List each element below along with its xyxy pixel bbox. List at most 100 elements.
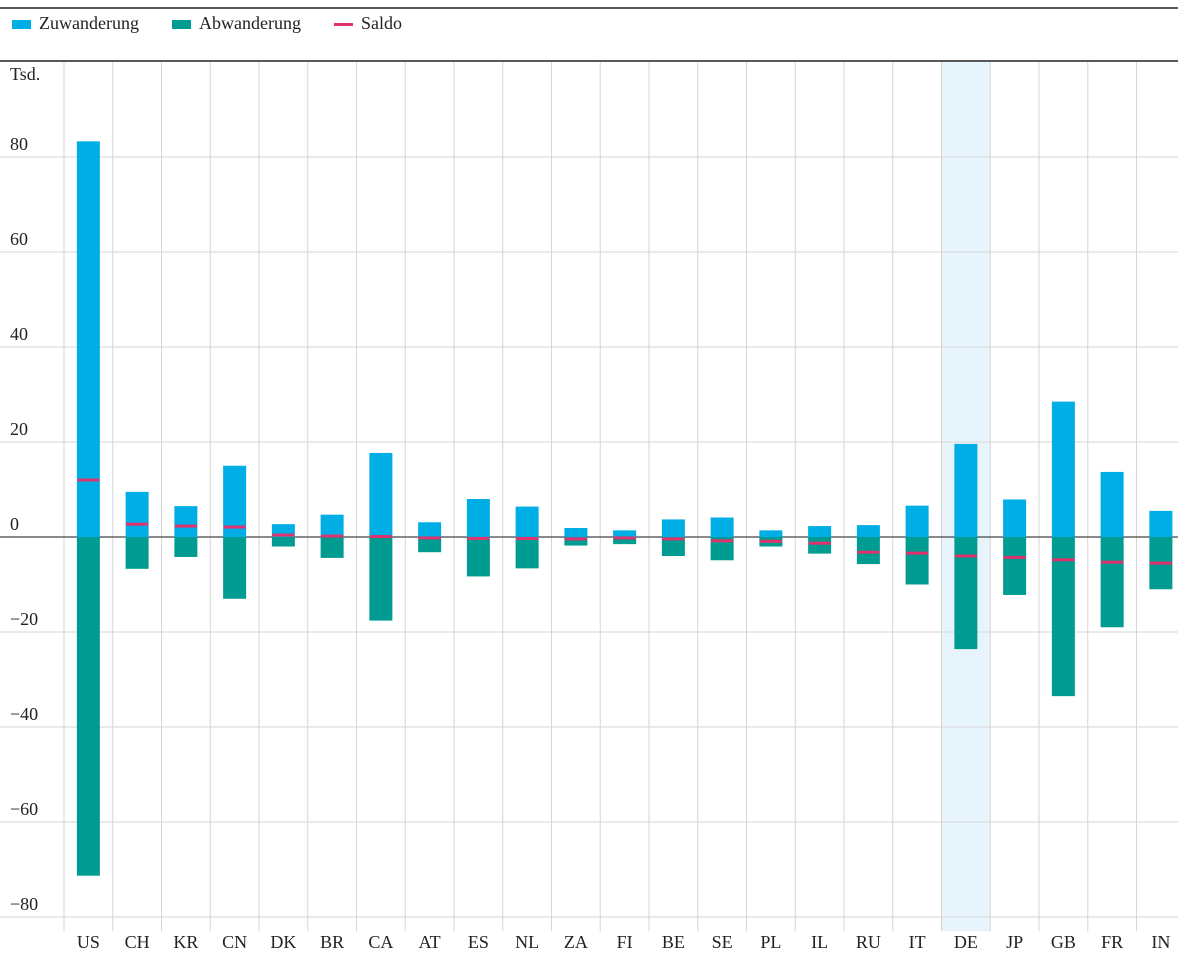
x-tick-label: FR	[1101, 932, 1123, 952]
saldo-marker	[1003, 555, 1026, 559]
y-tick-label: 20	[10, 419, 28, 439]
saldo-marker	[613, 536, 636, 540]
saldo-marker	[1101, 560, 1124, 564]
bar	[466, 499, 490, 537]
y-tick-label: −40	[10, 704, 38, 724]
bar	[320, 514, 344, 537]
bar	[223, 537, 247, 599]
saldo-marker	[711, 539, 734, 543]
saldo-marker	[223, 525, 246, 529]
bar	[515, 537, 539, 569]
y-tick-label: 40	[10, 324, 28, 344]
saldo-marker	[467, 536, 490, 540]
bar	[76, 537, 100, 876]
bar	[710, 517, 734, 537]
bar	[369, 537, 393, 621]
saldo-marker	[77, 478, 100, 482]
y-tick-label: 60	[10, 229, 28, 249]
bar	[320, 537, 344, 558]
y-tick-label: −80	[10, 894, 38, 914]
x-tick-label: NL	[515, 932, 539, 952]
saldo-marker	[954, 554, 977, 558]
saldo-marker	[906, 551, 929, 555]
bar	[1100, 471, 1124, 537]
x-tick-label: AT	[419, 932, 441, 952]
x-tick-label: CH	[125, 932, 150, 952]
bar	[613, 537, 637, 545]
bar	[1149, 510, 1173, 537]
legend-label: Abwanderung	[199, 13, 301, 33]
bar	[174, 537, 198, 557]
bar	[564, 537, 588, 546]
bar	[808, 526, 832, 537]
saldo-marker	[662, 537, 685, 541]
bar	[76, 141, 100, 537]
x-tick-label: BE	[662, 932, 685, 952]
legend-label: Saldo	[361, 13, 402, 33]
bar	[466, 537, 490, 577]
bar	[856, 525, 880, 537]
bar	[418, 537, 442, 553]
x-tick-label: RU	[856, 932, 881, 952]
bar	[223, 465, 247, 537]
saldo-marker	[321, 534, 344, 538]
saldo-marker	[126, 522, 149, 526]
y-tick-label: 80	[10, 134, 28, 154]
bar	[125, 491, 149, 537]
bar	[1100, 537, 1124, 628]
y-tick-label: −20	[10, 609, 38, 629]
bar	[125, 537, 149, 569]
bar	[564, 527, 588, 537]
bar	[271, 537, 295, 547]
legend-swatch	[12, 20, 31, 29]
x-tick-label: DK	[270, 932, 296, 952]
saldo-marker	[759, 539, 782, 543]
bar	[661, 519, 685, 537]
legend-label: Zuwanderung	[39, 13, 139, 33]
x-tick-label: IL	[811, 932, 828, 952]
saldo-marker	[272, 533, 295, 537]
bar	[613, 530, 637, 537]
bar	[954, 537, 978, 650]
bar	[174, 506, 198, 537]
x-tick-label: FI	[617, 932, 633, 952]
legend-swatch	[171, 20, 191, 29]
saldo-marker	[1149, 561, 1172, 565]
x-tick-label: ES	[468, 932, 489, 952]
x-tick-label: DE	[954, 932, 978, 952]
x-tick-label: GB	[1051, 932, 1076, 952]
bar	[759, 530, 783, 537]
bar	[369, 452, 393, 537]
bar	[808, 537, 832, 554]
bar	[1051, 401, 1075, 537]
x-tick-label: US	[77, 932, 100, 952]
saldo-marker	[808, 541, 831, 545]
x-tick-label: CA	[368, 932, 393, 952]
bar	[418, 522, 442, 537]
y-tick-label: −60	[10, 799, 38, 819]
saldo-marker	[369, 535, 392, 539]
bar	[1051, 537, 1075, 697]
saldo-marker	[174, 524, 197, 528]
bar	[905, 505, 929, 537]
y-tick-label: 0	[10, 514, 19, 534]
x-tick-label: SE	[712, 932, 733, 952]
bar	[1003, 499, 1027, 537]
x-tick-label: IN	[1151, 932, 1170, 952]
x-tick-label: CN	[222, 932, 247, 952]
x-tick-label: IT	[909, 932, 926, 952]
bar	[905, 537, 929, 585]
y-unit: Tsd.	[10, 64, 40, 84]
bar	[1003, 537, 1027, 595]
saldo-marker	[857, 550, 880, 554]
bar	[954, 443, 978, 537]
saldo-marker	[418, 536, 441, 540]
bar	[710, 537, 734, 561]
x-tick-label: ZA	[564, 932, 588, 952]
bar	[661, 537, 685, 556]
bar	[515, 506, 539, 537]
saldo-marker	[564, 537, 587, 541]
x-tick-label: JP	[1006, 932, 1023, 952]
